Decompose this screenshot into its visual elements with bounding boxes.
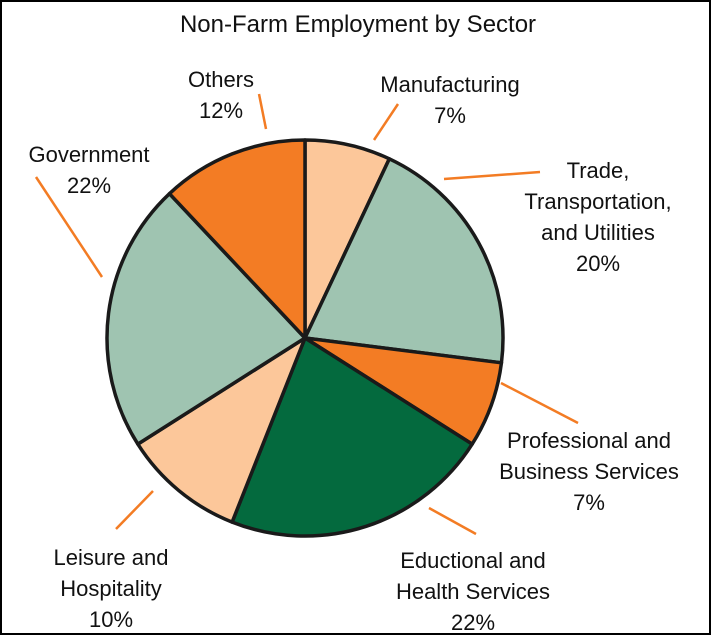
leader-line (443, 170, 541, 181)
leader-line (428, 506, 477, 536)
leader-line (257, 93, 268, 130)
slice-name-label: Leisure and (54, 545, 169, 570)
slice-value-label: 10% (89, 607, 133, 632)
slice-name-label: Others (188, 67, 254, 92)
slice-label: Leisure and Hospitality 10% (54, 545, 169, 632)
slice-name-label: Trade, (567, 158, 630, 183)
slice-name-label: Health Services (396, 579, 550, 604)
slice-value-label: 12% (199, 98, 243, 123)
slice-name-label: Manufacturing (380, 72, 519, 97)
slice-value-label: 22% (451, 610, 495, 633)
slice-name-label: Government (28, 142, 149, 167)
pie-slice (105, 191, 307, 446)
slice-name-label: Transportation, (524, 189, 671, 214)
pie-slices (105, 138, 505, 538)
slice-label: Trade, Transportation, and Utilities 20% (524, 158, 671, 276)
slice-label: Eductional and Health Services 22% (396, 548, 550, 633)
pie-slice (230, 336, 474, 538)
slice-name-label: Eductional and (400, 548, 546, 573)
slice-label: Professional and Business Services 7% (499, 428, 679, 515)
chart-title: Non-Farm Employment by Sector (180, 11, 536, 38)
slice-value-label: 7% (434, 103, 466, 128)
slice-name-label: Professional and (507, 428, 671, 453)
slice-labels: Manufacturing 7% Trade, Transportation, and … (28, 67, 678, 633)
leader-line (500, 381, 579, 425)
slice-value-label: 20% (576, 251, 620, 276)
leader-line (115, 490, 154, 530)
slice-label: Others 12% (188, 67, 254, 123)
leader-line (372, 103, 400, 141)
slice-name-label: Hospitality (60, 576, 161, 601)
pie-slice (303, 157, 505, 365)
slice-value-label: 7% (573, 490, 605, 515)
slice-name-label: and Utilities (541, 220, 655, 245)
pie-slice (136, 336, 307, 524)
slice-value-label: 22% (67, 173, 111, 198)
slice-label: Manufacturing 7% (380, 72, 519, 128)
leader-lines (34, 93, 579, 536)
pie-slice (167, 138, 307, 340)
slice-name-label: Business Services (499, 459, 679, 484)
leader-line (34, 176, 104, 278)
slice-label: Government 22% (28, 142, 149, 198)
